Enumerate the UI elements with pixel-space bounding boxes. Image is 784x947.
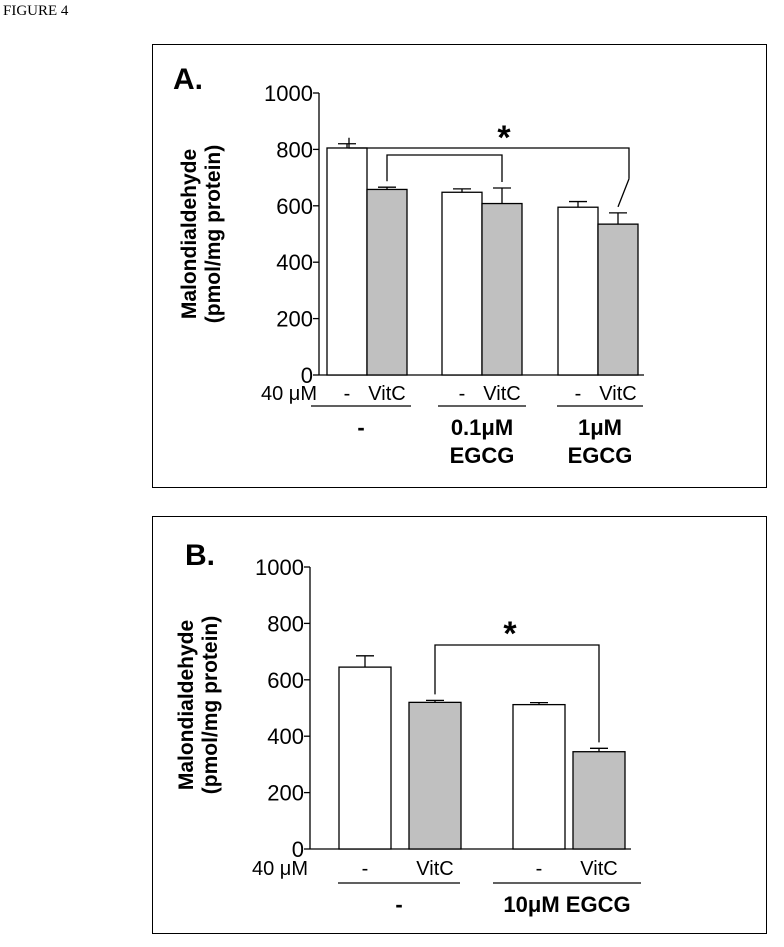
y-tick-label: 1000 <box>255 555 304 580</box>
y-tick-label: 600 <box>276 194 313 219</box>
significance-bracket <box>348 137 630 179</box>
row-label: 40 μM <box>252 858 308 880</box>
bar <box>572 751 626 850</box>
group-label: - <box>357 415 364 440</box>
bar <box>481 202 523 376</box>
bar <box>597 223 639 376</box>
y-tick-label: 0 <box>292 837 304 862</box>
condition-label: - <box>459 383 466 405</box>
y-axis-label-line1: Malondialdehyde <box>175 620 198 790</box>
bar <box>326 147 368 376</box>
y-tick-label: 800 <box>267 611 304 636</box>
chart-panel-a: A. 0 200 400 600 800 1000 Malondialdehyde (pmol/… <box>173 63 644 468</box>
y-tick-label: 400 <box>267 724 304 749</box>
row-label: 40 μM <box>261 383 317 405</box>
y-tick-label: 400 <box>276 250 313 275</box>
y-axis-label-line1: Malondialdehyde <box>178 149 201 319</box>
condition-label: - <box>536 858 543 880</box>
y-tick-label: 800 <box>276 137 313 162</box>
panel-a: A. 0 200 400 600 800 1000 Malondialdehyde (pmol/… <box>152 44 767 488</box>
y-tick-label: 0 <box>301 363 313 388</box>
figure-label: FIGURE 4 <box>3 3 69 19</box>
significance-bracket <box>386 154 503 183</box>
bar <box>512 703 566 850</box>
panel-letter: A. <box>173 63 203 96</box>
significance-star: * <box>503 615 517 653</box>
bar <box>408 701 462 850</box>
panel-letter: B. <box>185 539 215 572</box>
y-tick-label: 200 <box>276 307 313 332</box>
bar <box>441 191 483 376</box>
condition-label: VitC <box>599 383 636 405</box>
bar <box>338 666 392 850</box>
y-tick-label: 200 <box>267 781 304 806</box>
y-tick-label: 600 <box>267 668 304 693</box>
group-label: 1μM <box>578 415 622 440</box>
group-label: 10μM EGCG <box>503 892 630 917</box>
bar <box>366 188 408 376</box>
condition-label: - <box>575 383 582 405</box>
condition-label: VitC <box>416 858 453 880</box>
panel-b: B. 0 200 400 600 800 1000 Malondialdehyde (pmol/… <box>152 516 767 934</box>
condition-label: VitC <box>483 383 520 405</box>
significance-star: * <box>497 119 511 157</box>
condition-label: - <box>344 383 351 405</box>
group-label: - <box>395 892 402 917</box>
y-axis-label-line2: (pmol/mg protein) <box>199 616 222 794</box>
significance-bracket-tip <box>617 178 630 208</box>
y-axis-label-line2: (pmol/mg protein) <box>202 145 225 323</box>
chart-panel-b: B. 0 200 400 600 800 1000 Malondialdehyde (pmol/… <box>175 539 641 917</box>
condition-label: - <box>362 858 369 880</box>
group-label: EGCG <box>450 443 515 468</box>
bar <box>557 206 599 376</box>
condition-label: VitC <box>368 383 405 405</box>
condition-label: VitC <box>580 858 617 880</box>
group-label: EGCG <box>568 443 633 468</box>
y-tick-label: 1000 <box>264 81 313 106</box>
significance-bracket <box>434 644 600 743</box>
group-label: 0.1μM <box>451 415 513 440</box>
